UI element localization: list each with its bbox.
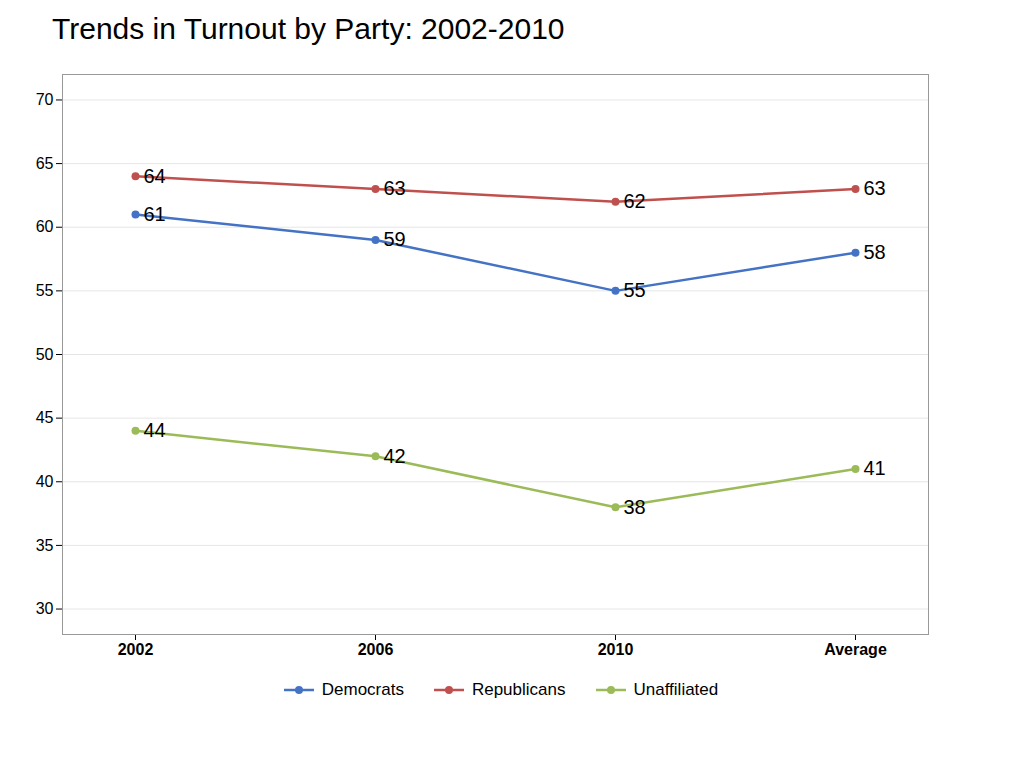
svg-text:63: 63 [864, 177, 886, 199]
html-text:Democrats: Democrats [321, 680, 404, 699]
svg-text:2002: 2002 [118, 641, 154, 658]
svg-text:30: 30 [36, 600, 54, 617]
html-text:Trends in Turnout by Party: 20: Trends in Turnout by Party: 2002-2010 [52, 12, 565, 45]
svg-text:63: 63 [384, 177, 406, 199]
svg-text:38: 38 [624, 496, 646, 518]
svg-text:2006: 2006 [358, 641, 394, 658]
html-text:Unaffiliated: Unaffiliated [633, 680, 719, 699]
svg-text:58: 58 [864, 241, 886, 263]
svg-text:44: 44 [144, 419, 166, 441]
svg-text:42: 42 [384, 445, 406, 467]
svg-text:50: 50 [36, 346, 54, 363]
svg-text:55: 55 [36, 282, 54, 299]
svg-text:55: 55 [624, 279, 646, 301]
svg-text:59: 59 [384, 228, 406, 250]
svg-text:61: 61 [144, 203, 166, 225]
svg-text:40: 40 [36, 473, 54, 490]
svg-text:60: 60 [36, 218, 54, 235]
svg-text:45: 45 [36, 409, 54, 426]
svg-text:65: 65 [36, 155, 54, 172]
svg-text:70: 70 [36, 91, 54, 108]
svg-text:2010: 2010 [598, 641, 634, 658]
svg-text:64: 64 [144, 165, 166, 187]
svg-text:41: 41 [864, 457, 886, 479]
svg-text:35: 35 [36, 537, 54, 554]
svg-text:Average: Average [824, 641, 887, 658]
html-text:Republicans: Republicans [471, 680, 566, 699]
svg-text:62: 62 [624, 190, 646, 212]
